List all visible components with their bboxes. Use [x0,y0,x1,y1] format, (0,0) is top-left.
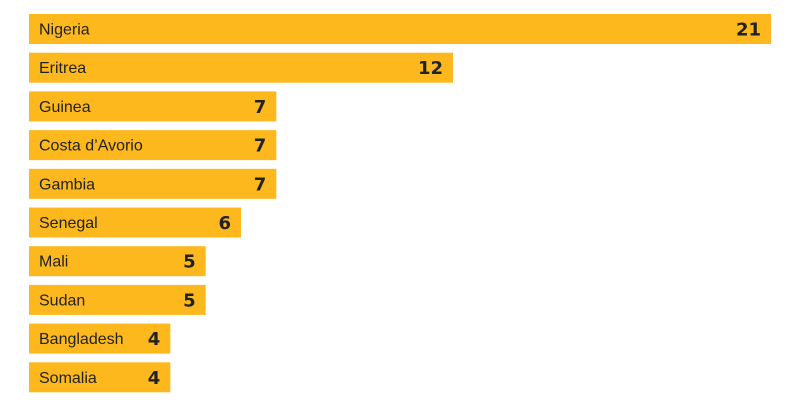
bar [29,91,277,122]
bar [29,207,241,238]
category-label: Eritrea [39,60,86,77]
bar-row: Sudan 5 [29,284,206,315]
category-label: Somalia [39,370,97,387]
value-label: 5 [183,290,196,311]
bar [29,362,171,393]
bar [29,284,206,315]
value-label: 7 [254,136,267,157]
value-label: 7 [254,97,267,118]
bar-row: Mali 5 [29,246,206,277]
category-label: Sudan [39,292,85,309]
bar [29,130,277,161]
category-label: Nigeria [39,22,90,39]
value-label: 6 [218,213,231,234]
bar-row: Guinea 7 [29,91,277,122]
value-label: 5 [183,252,196,273]
category-label: Gambia [39,176,95,193]
bar-row: Costa d’Avorio 7 [29,130,277,161]
value-label: 7 [254,174,267,195]
value-label: 4 [148,329,161,350]
category-label: Mali [39,254,68,271]
bar-row: Nigeria 21 [29,14,771,44]
bar-row: Senegal 6 [29,207,241,238]
bar [29,52,453,83]
category-label: Senegal [39,215,98,232]
value-label: 21 [736,20,761,41]
bar-row: Somalia 4 [29,362,171,393]
bar [29,246,206,277]
category-label: Bangladesh [39,331,124,348]
value-label: 12 [418,58,443,79]
bar-row: Eritrea 12 [29,52,453,83]
bar [29,323,171,354]
bar [29,168,277,199]
bar [29,14,771,44]
bar-row: Bangladesh 4 [29,323,171,354]
bar-row: Gambia 7 [29,168,277,199]
category-label: Costa d’Avorio [39,138,143,155]
value-label: 4 [148,368,161,389]
category-label: Guinea [39,99,91,116]
